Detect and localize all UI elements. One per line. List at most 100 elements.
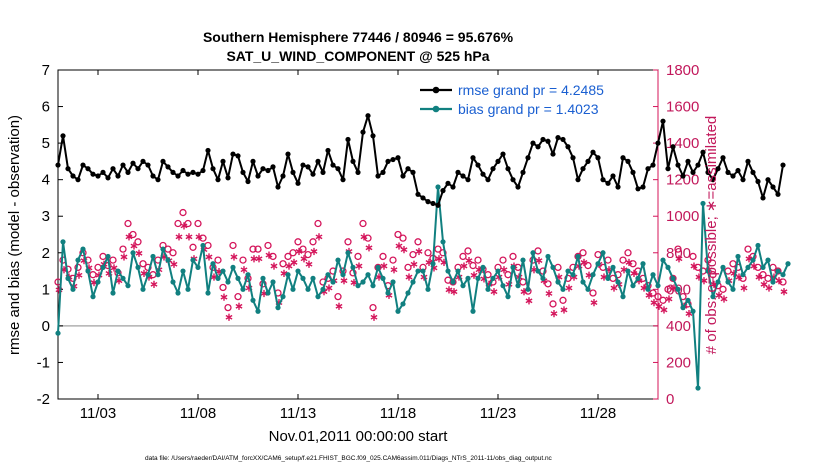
obs-possible-marker bbox=[304, 250, 312, 259]
obs-possible-marker bbox=[359, 219, 367, 228]
rmse-point bbox=[645, 166, 651, 172]
obs-possible-marker bbox=[439, 249, 447, 257]
rmse-point bbox=[725, 169, 731, 175]
obs-assimilated-marker bbox=[315, 233, 323, 241]
rmse-point bbox=[495, 158, 501, 164]
obs-assimilated-marker bbox=[690, 262, 698, 270]
bias-point bbox=[745, 264, 751, 270]
obs-assimilated-marker bbox=[755, 273, 763, 281]
bias-point bbox=[295, 268, 301, 274]
bias-point bbox=[355, 283, 361, 289]
legend-rmse-marker bbox=[432, 86, 440, 94]
obs-assimilated-marker bbox=[265, 251, 273, 259]
rmse-point bbox=[225, 175, 231, 181]
bias-point bbox=[195, 264, 201, 270]
bias-point bbox=[65, 275, 71, 281]
rmse-point bbox=[760, 195, 766, 201]
y-right-tick-label: 1600 bbox=[666, 99, 699, 116]
obs-possible-marker bbox=[474, 256, 482, 264]
rmse-point bbox=[515, 184, 521, 190]
x-tick-label: 11/18 bbox=[380, 405, 416, 422]
obs-possible-marker bbox=[674, 245, 682, 253]
bias-point bbox=[270, 279, 276, 285]
rmse-point bbox=[410, 169, 416, 175]
rmse-point bbox=[315, 158, 321, 164]
rmse-point bbox=[535, 144, 541, 150]
obs-possible-marker bbox=[179, 208, 187, 217]
rmse-point bbox=[65, 166, 71, 172]
rmse-point bbox=[100, 169, 106, 175]
bias-point bbox=[465, 275, 471, 281]
obs-possible-marker bbox=[334, 292, 342, 301]
rmse-point bbox=[465, 177, 471, 183]
obs-possible-marker bbox=[409, 250, 417, 259]
bias-point bbox=[430, 261, 436, 267]
obs-assimilated-marker bbox=[230, 253, 238, 261]
bias-point bbox=[435, 184, 441, 190]
rmse-point bbox=[735, 167, 741, 174]
obs-assimilated-marker bbox=[675, 255, 683, 263]
obs-assimilated-marker bbox=[750, 262, 758, 270]
rmse-point bbox=[635, 186, 641, 192]
rmse-series bbox=[55, 113, 786, 208]
rmse-point bbox=[120, 162, 126, 168]
bias-point bbox=[520, 257, 526, 263]
rmse-point bbox=[255, 173, 261, 179]
rmse-point bbox=[180, 167, 186, 174]
rmse-point bbox=[715, 166, 721, 172]
bias-point bbox=[515, 283, 521, 289]
rmse-point bbox=[570, 155, 576, 161]
rmse-point bbox=[135, 166, 141, 172]
rmse-point bbox=[260, 166, 266, 172]
obs-assimilated-marker bbox=[150, 280, 158, 288]
obs-assimilated-marker bbox=[610, 284, 618, 292]
bias-point bbox=[525, 286, 531, 292]
bias-point bbox=[60, 239, 66, 245]
bias-point bbox=[645, 286, 651, 292]
obs-possible-marker bbox=[254, 245, 262, 253]
rmse-point bbox=[330, 162, 336, 168]
x-tick-label: 11/28 bbox=[580, 405, 616, 422]
obs-assimilated-marker bbox=[135, 249, 143, 257]
data-file-footer: data file: /Users/raeder/DAI/ATM_forcXX/… bbox=[145, 455, 553, 462]
obs-assimilated-marker bbox=[400, 246, 408, 254]
obs-assimilated-marker bbox=[665, 295, 673, 303]
bias-point bbox=[345, 250, 351, 256]
rmse-point bbox=[490, 166, 496, 172]
obs-assimilated-marker bbox=[590, 299, 598, 307]
obs-possible-marker bbox=[294, 238, 302, 246]
rmse-point bbox=[445, 180, 451, 186]
obs-possible-marker bbox=[464, 247, 472, 255]
rmse-point bbox=[690, 169, 696, 175]
bias-point bbox=[235, 275, 241, 281]
y-right-tick-label: 400 bbox=[666, 318, 691, 335]
obs-possible-marker bbox=[354, 252, 362, 261]
bias-point bbox=[590, 272, 596, 278]
bias-point bbox=[140, 286, 146, 292]
obs-possible-marker bbox=[279, 260, 287, 268]
obs-possible-marker bbox=[124, 219, 132, 228]
rmse-point bbox=[370, 133, 376, 139]
rmse-point bbox=[400, 173, 406, 179]
bias-point bbox=[340, 272, 346, 278]
rmse-point bbox=[385, 158, 391, 164]
bias-point bbox=[475, 275, 481, 281]
rmse-point bbox=[90, 171, 96, 177]
bias-point bbox=[410, 279, 416, 285]
bias-point bbox=[120, 275, 126, 281]
bias-point bbox=[315, 294, 321, 300]
rmse-point bbox=[140, 158, 146, 164]
bias-point bbox=[770, 279, 776, 285]
bias-point bbox=[400, 301, 406, 307]
obs-assimilated-marker bbox=[195, 233, 203, 241]
bias-point bbox=[505, 294, 511, 300]
obs-assimilated-marker bbox=[655, 302, 663, 310]
bias-point bbox=[755, 242, 761, 249]
bias-point bbox=[495, 268, 501, 274]
obs-possible-marker bbox=[119, 245, 127, 253]
bias-point bbox=[190, 257, 196, 263]
bias-point bbox=[160, 246, 166, 252]
obs-assimilated-marker bbox=[720, 295, 728, 303]
y-right-tick-label: 1400 bbox=[666, 135, 699, 152]
bias-point bbox=[605, 275, 611, 281]
